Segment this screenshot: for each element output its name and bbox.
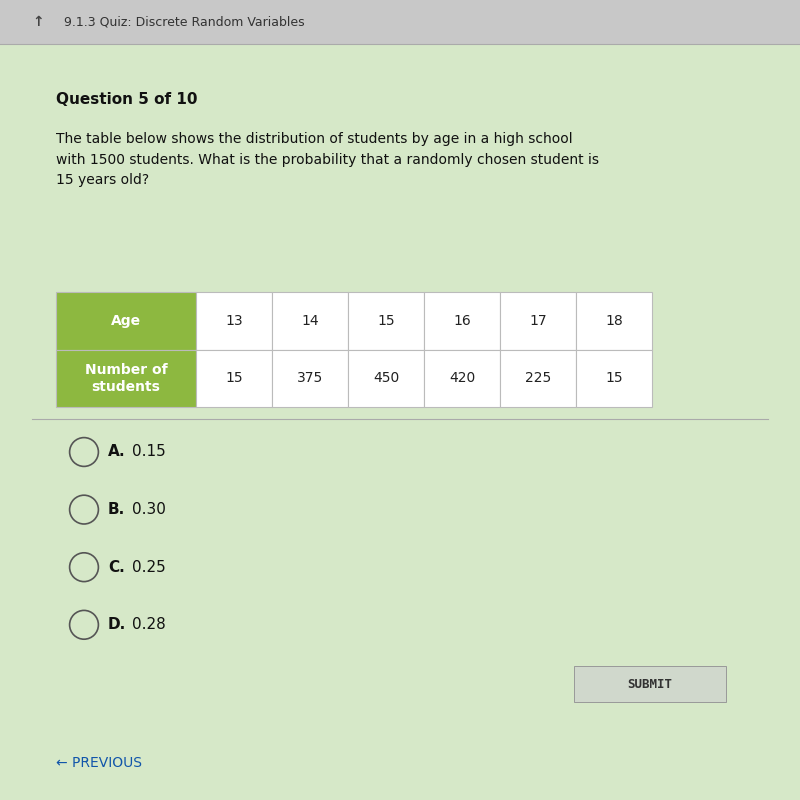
Text: 15: 15 bbox=[605, 371, 623, 386]
Text: 13: 13 bbox=[225, 314, 243, 328]
FancyBboxPatch shape bbox=[576, 292, 652, 350]
Text: D.: D. bbox=[108, 618, 126, 632]
Text: 450: 450 bbox=[373, 371, 399, 386]
Text: Question 5 of 10: Question 5 of 10 bbox=[56, 92, 198, 107]
FancyBboxPatch shape bbox=[574, 666, 726, 702]
FancyBboxPatch shape bbox=[196, 292, 272, 350]
Text: 15: 15 bbox=[377, 314, 395, 328]
FancyBboxPatch shape bbox=[500, 292, 576, 350]
FancyBboxPatch shape bbox=[272, 292, 348, 350]
FancyBboxPatch shape bbox=[348, 350, 424, 407]
FancyBboxPatch shape bbox=[576, 350, 652, 407]
FancyBboxPatch shape bbox=[196, 350, 272, 407]
FancyBboxPatch shape bbox=[424, 292, 500, 350]
FancyBboxPatch shape bbox=[348, 292, 424, 350]
FancyBboxPatch shape bbox=[500, 350, 576, 407]
Text: 18: 18 bbox=[605, 314, 623, 328]
Text: ↑: ↑ bbox=[32, 15, 44, 29]
Text: 375: 375 bbox=[297, 371, 323, 386]
FancyBboxPatch shape bbox=[56, 350, 196, 407]
FancyBboxPatch shape bbox=[424, 350, 500, 407]
Text: A.: A. bbox=[108, 445, 126, 459]
Text: 0.28: 0.28 bbox=[132, 618, 166, 632]
FancyBboxPatch shape bbox=[272, 350, 348, 407]
Text: C.: C. bbox=[108, 560, 125, 574]
Text: 16: 16 bbox=[453, 314, 471, 328]
Text: Number of
students: Number of students bbox=[85, 362, 167, 394]
Text: 0.25: 0.25 bbox=[132, 560, 166, 574]
FancyBboxPatch shape bbox=[0, 0, 800, 44]
Text: B.: B. bbox=[108, 502, 126, 517]
Text: SUBMIT: SUBMIT bbox=[627, 678, 673, 690]
Text: 14: 14 bbox=[301, 314, 319, 328]
Text: 15: 15 bbox=[225, 371, 243, 386]
Text: 9.1.3 Quiz: Discrete Random Variables: 9.1.3 Quiz: Discrete Random Variables bbox=[64, 15, 305, 29]
Text: 0.30: 0.30 bbox=[132, 502, 166, 517]
Text: Age: Age bbox=[111, 314, 141, 328]
Text: 17: 17 bbox=[529, 314, 547, 328]
FancyBboxPatch shape bbox=[56, 292, 196, 350]
Text: ← PREVIOUS: ← PREVIOUS bbox=[56, 755, 142, 770]
Text: The table below shows the distribution of students by age in a high school
with : The table below shows the distribution o… bbox=[56, 132, 599, 187]
Text: 420: 420 bbox=[449, 371, 475, 386]
Text: 225: 225 bbox=[525, 371, 551, 386]
Text: 0.15: 0.15 bbox=[132, 445, 166, 459]
